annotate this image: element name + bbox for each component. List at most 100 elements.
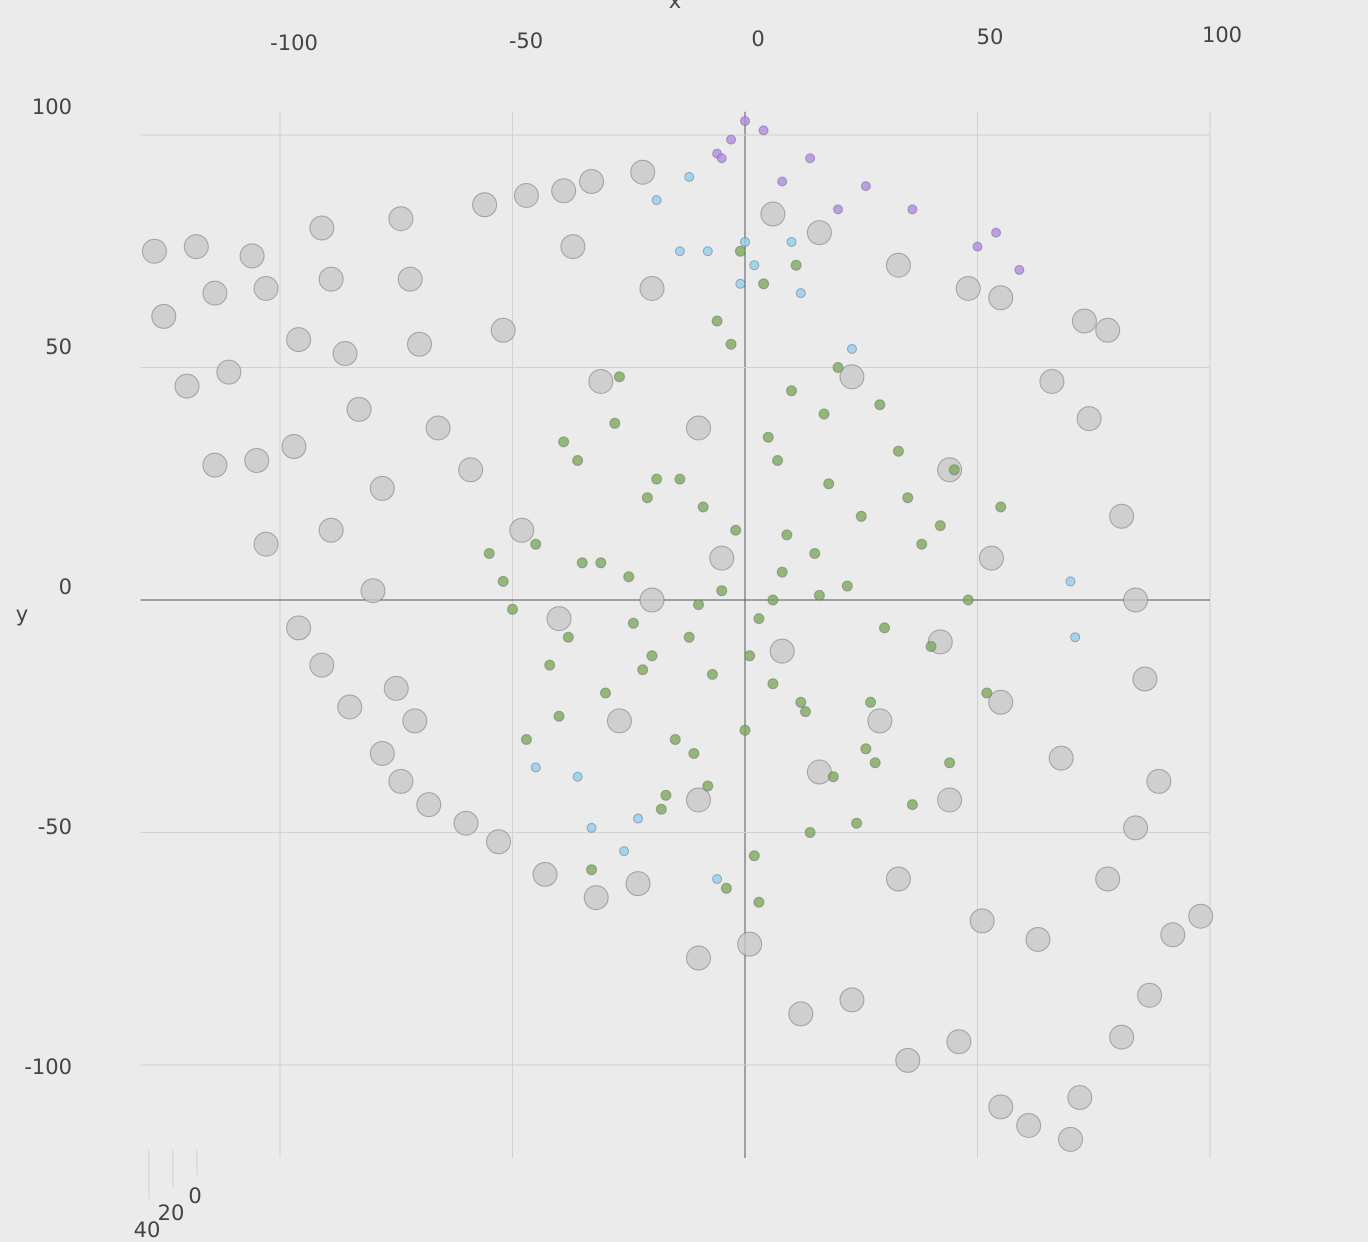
point — [734, 245, 746, 257]
point — [786, 236, 797, 247]
point — [795, 288, 806, 299]
point — [735, 278, 746, 289]
point — [286, 615, 312, 641]
point — [639, 587, 665, 613]
point — [684, 171, 695, 182]
point — [706, 668, 718, 680]
point — [907, 204, 918, 215]
point — [625, 871, 651, 897]
point — [753, 613, 765, 625]
point — [686, 945, 711, 971]
point — [806, 220, 832, 246]
point — [981, 687, 993, 699]
point — [978, 545, 1004, 571]
point — [1070, 632, 1081, 643]
point — [674, 473, 686, 485]
point — [809, 548, 821, 559]
point — [781, 529, 793, 541]
point — [841, 580, 853, 592]
point — [726, 134, 737, 145]
point — [1058, 1126, 1083, 1152]
point — [702, 780, 714, 792]
point — [885, 252, 911, 278]
point — [360, 578, 386, 604]
point — [1146, 768, 1172, 794]
point — [712, 874, 723, 884]
point — [595, 557, 607, 569]
point — [627, 617, 639, 629]
z-tick-label: 20 — [158, 1201, 185, 1225]
point — [1109, 503, 1135, 529]
point — [988, 285, 1014, 311]
point — [972, 241, 983, 252]
point — [509, 517, 535, 543]
point — [686, 787, 711, 813]
point — [660, 789, 672, 801]
point — [1132, 666, 1158, 692]
point — [867, 708, 893, 734]
point — [697, 501, 709, 513]
point — [740, 116, 750, 127]
point — [1039, 368, 1065, 394]
point — [720, 882, 732, 894]
point — [1071, 308, 1097, 334]
point — [777, 176, 788, 187]
point — [851, 817, 863, 829]
point — [530, 538, 542, 550]
point — [309, 652, 335, 678]
point — [623, 571, 635, 583]
point — [767, 678, 779, 690]
point — [309, 215, 335, 241]
point — [916, 538, 928, 550]
point — [804, 827, 816, 838]
point — [1188, 903, 1214, 929]
point — [988, 1094, 1014, 1120]
point — [1123, 815, 1149, 841]
point — [244, 448, 270, 473]
point — [600, 687, 611, 699]
point — [609, 417, 621, 429]
point — [948, 464, 960, 476]
point — [174, 373, 200, 399]
point — [619, 846, 630, 857]
point — [651, 473, 663, 485]
point — [818, 408, 830, 420]
x-axis-title: x — [669, 0, 681, 13]
point — [839, 987, 865, 1013]
point — [402, 708, 428, 734]
point — [369, 740, 395, 766]
point — [1095, 317, 1121, 343]
point — [586, 822, 597, 833]
point — [995, 501, 1007, 513]
point — [202, 280, 228, 306]
point — [860, 743, 872, 755]
point — [1048, 745, 1074, 771]
y-axis-title: y — [16, 602, 28, 626]
point — [805, 153, 816, 164]
point — [458, 457, 484, 483]
point — [425, 415, 451, 441]
point — [686, 415, 711, 441]
point — [318, 517, 344, 543]
point — [572, 455, 584, 466]
point — [827, 771, 839, 783]
point — [740, 236, 750, 247]
point — [397, 266, 423, 292]
x-tick-label: 50 — [977, 25, 1004, 49]
point — [532, 861, 558, 887]
point — [786, 385, 797, 397]
point — [216, 359, 242, 385]
point — [795, 696, 807, 708]
point — [739, 724, 751, 736]
point — [895, 1047, 921, 1073]
point — [332, 341, 358, 367]
point — [281, 434, 307, 460]
point — [788, 1001, 814, 1027]
point — [507, 603, 518, 615]
point — [833, 204, 843, 215]
y-tick-label: 100 — [32, 95, 72, 119]
point — [151, 303, 177, 329]
point — [253, 531, 279, 557]
